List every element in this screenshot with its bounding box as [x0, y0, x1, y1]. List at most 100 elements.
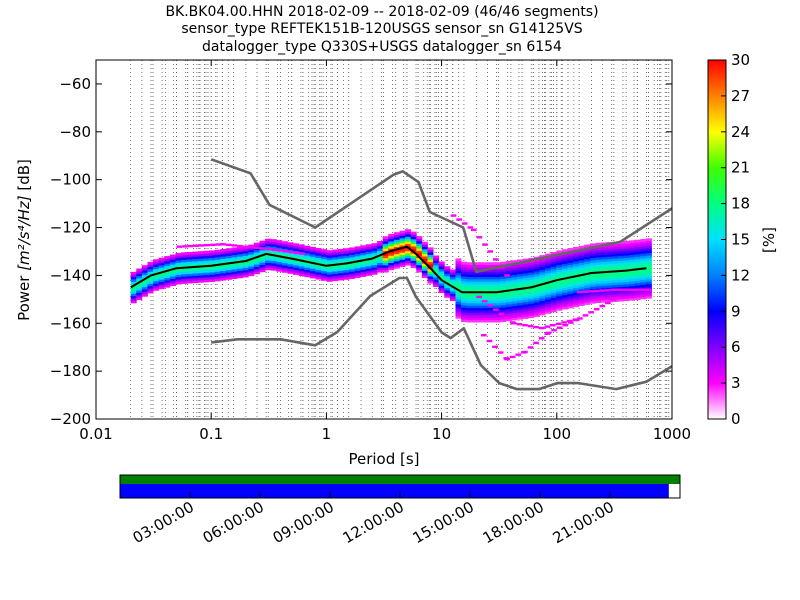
histogram-outlier-cell [515, 353, 522, 356]
histogram-cell [640, 265, 647, 269]
histogram-cell [309, 251, 316, 255]
histogram-cell [472, 300, 479, 304]
histogram-cell [304, 262, 311, 266]
histogram-cell [225, 267, 232, 271]
histogram-cell [186, 268, 193, 272]
y-tick-label: −180 [50, 362, 91, 380]
histogram-cell [388, 233, 395, 237]
histogram-cell [427, 259, 434, 263]
histogram-cell [214, 268, 221, 272]
mean-curve [130, 245, 647, 294]
y-tick-label: −60 [59, 75, 91, 93]
histogram-cell [645, 250, 652, 254]
histogram-cell [623, 243, 630, 247]
histogram-outlier-cell [533, 341, 539, 345]
histogram-cell [192, 258, 199, 262]
histogram-cell [528, 267, 535, 271]
histogram-cell [410, 248, 417, 252]
histogram-cell [489, 312, 496, 316]
histogram-cell [472, 283, 479, 287]
histogram-cell [500, 314, 507, 318]
histogram-cell [438, 263, 445, 267]
histogram-cell [617, 279, 624, 283]
histogram-cell [214, 261, 221, 265]
histogram-cell [556, 269, 563, 273]
histogram-cell [629, 278, 636, 282]
histogram-cell [494, 283, 501, 287]
histogram-cell [612, 287, 619, 290]
histogram-cell [416, 243, 423, 247]
histogram-cell [584, 280, 591, 284]
histogram-cell [489, 283, 496, 287]
histogram-cell [197, 258, 204, 262]
histogram-cell [528, 284, 535, 287]
histogram-cell [461, 314, 468, 318]
histogram-cell [281, 241, 288, 245]
histogram-cell [578, 281, 585, 285]
histogram-cell [634, 273, 641, 276]
histogram-cell [304, 255, 311, 259]
histogram-cell [181, 276, 188, 280]
histogram-cell [617, 262, 624, 266]
histogram-cell [421, 248, 428, 252]
histogram-cell [645, 245, 652, 249]
histogram-cell [539, 298, 546, 302]
histogram-cell [606, 292, 613, 296]
histogram-cell [192, 268, 199, 272]
histogram-cell [483, 295, 490, 299]
histogram-cell [556, 250, 563, 254]
histogram-cell [623, 267, 630, 271]
histogram-cell [349, 266, 356, 270]
histogram-cell [505, 275, 512, 279]
histogram-cell [489, 269, 496, 273]
histogram-cell [136, 285, 143, 289]
histogram-cell [511, 291, 518, 295]
histogram-cell [231, 271, 238, 275]
histogram-cell [573, 297, 580, 300]
histogram-cell [578, 269, 585, 273]
histogram-cell [494, 298, 501, 301]
histogram-cell [561, 287, 568, 291]
histogram-cell [494, 302, 501, 306]
histogram-cell [573, 301, 580, 305]
histogram-cell [578, 300, 585, 304]
histogram-cell [545, 301, 552, 305]
histogram-cell [242, 248, 249, 252]
histogram-cell [584, 258, 591, 262]
histogram-cell [421, 263, 428, 267]
histogram-outlier-cell [259, 247, 266, 250]
histogram-cell [416, 262, 423, 266]
histogram-cell [309, 270, 316, 274]
histogram-cell [589, 300, 596, 304]
histogram-cell [539, 264, 546, 268]
histogram-cell [539, 300, 546, 304]
histogram-cell [601, 247, 608, 251]
histogram-cell [556, 288, 563, 292]
histogram-cell [612, 251, 619, 255]
histogram-cell [533, 283, 540, 286]
histogram-cell [489, 310, 496, 313]
histogram-cell [623, 264, 630, 268]
histogram-cell [360, 257, 367, 261]
histogram-cell [472, 271, 479, 275]
histogram-cell [349, 254, 356, 258]
histogram-cell [567, 271, 574, 275]
histogram-cell [388, 241, 395, 244]
histogram-cell [511, 279, 518, 283]
histogram-cell [265, 245, 272, 249]
histogram-cell [158, 279, 165, 283]
histogram-cell [629, 271, 636, 275]
histogram-cell [500, 273, 507, 277]
histogram-cell [461, 319, 468, 322]
histogram-outlier-cell [248, 246, 254, 249]
histogram-cell [578, 303, 585, 306]
histogram-cell [181, 278, 188, 282]
histogram-cell [175, 279, 182, 283]
histogram-cell [461, 276, 468, 279]
histogram-cell [573, 261, 580, 265]
histogram-cell [472, 278, 479, 282]
histogram-cell [517, 290, 524, 294]
histogram-cell [209, 269, 216, 273]
histogram-cell [321, 275, 328, 279]
histogram-cell [561, 280, 568, 284]
